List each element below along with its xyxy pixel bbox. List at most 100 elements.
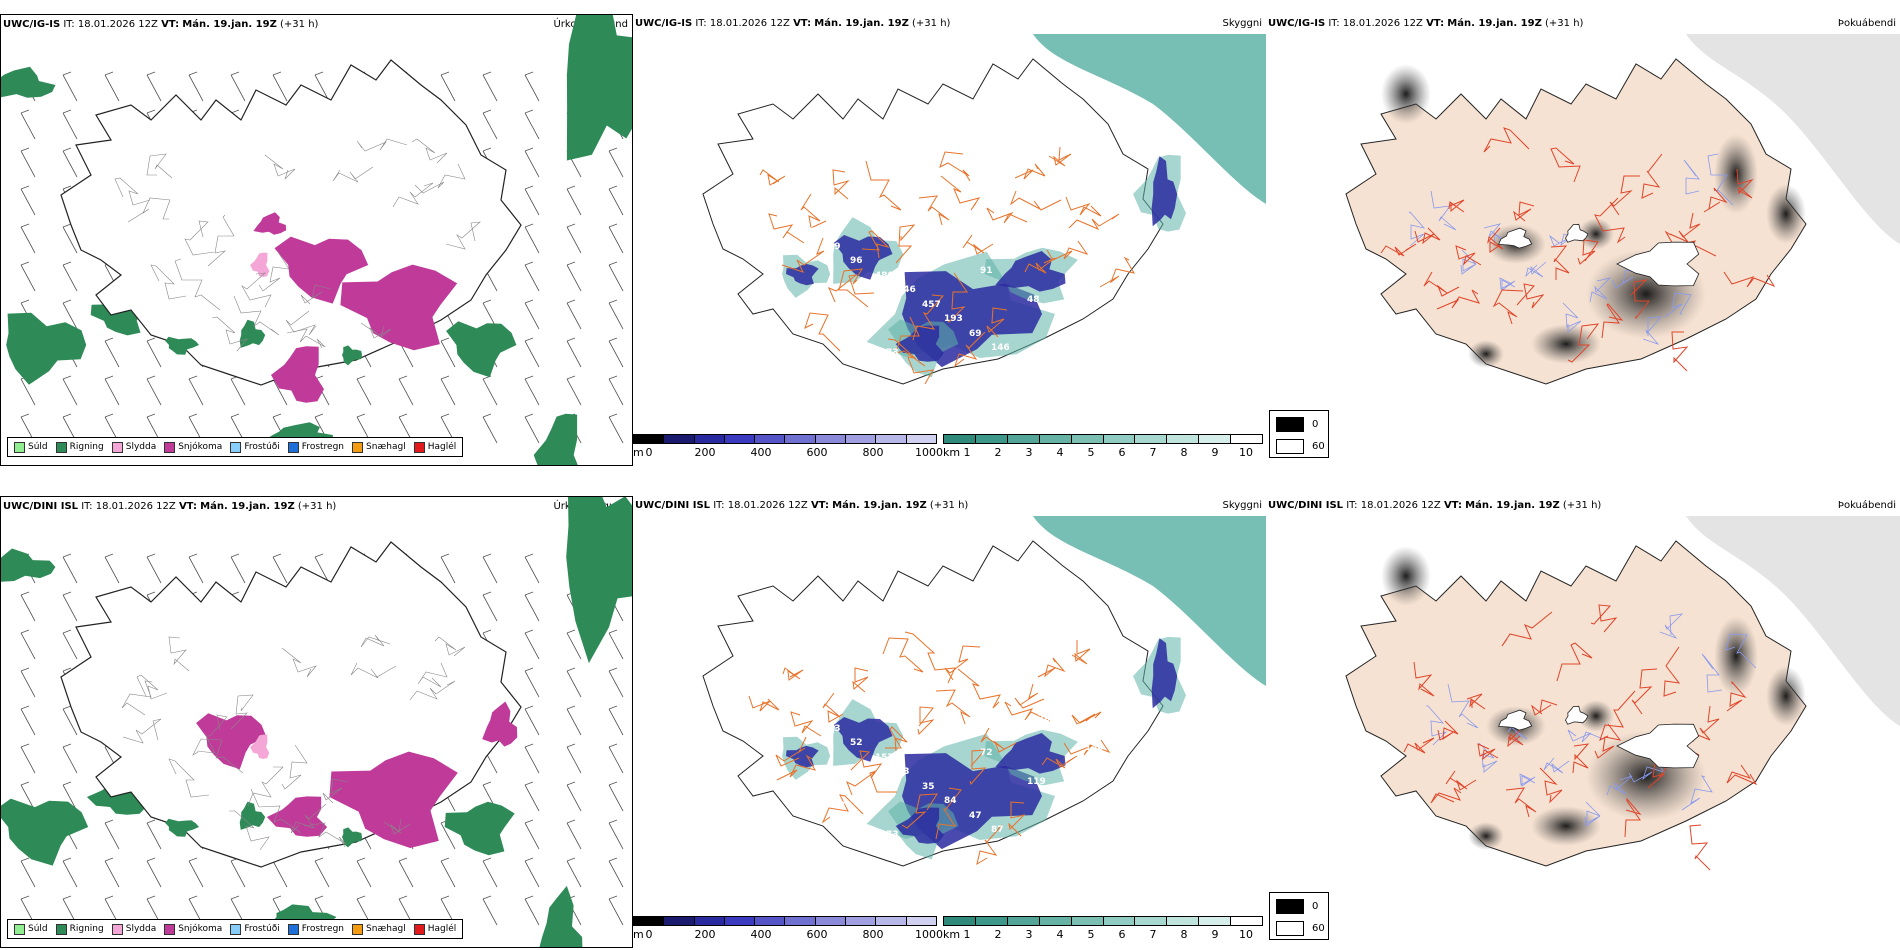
cloud-base-label: 61 [933, 719, 946, 729]
snow-area [274, 236, 369, 304]
fog-area [1381, 546, 1431, 606]
cloudbase-colorbar: m 0 200 400 600 800 1000 [633, 916, 943, 944]
wind-barb [188, 375, 204, 406]
wind-barb [566, 667, 582, 698]
wind-barb [20, 743, 36, 774]
legend-swatch [230, 441, 242, 453]
run-header: UWC/DINI ISL IT: 18.01.2026 12Z VT: Mán.… [3, 501, 337, 512]
legend-item: Haglél [413, 923, 456, 935]
wind-barb [524, 743, 540, 774]
cloud-base-label: 96 [850, 256, 863, 266]
legend-item: Snæhagl [352, 923, 406, 935]
legend-label: Frostregn [301, 442, 345, 452]
wind-barb [608, 667, 624, 698]
wind-barb [62, 857, 78, 888]
cloud-base-label: 72 [1074, 806, 1087, 816]
legend-swatch [164, 441, 176, 453]
wind-barb [566, 261, 582, 292]
wind-barb [482, 375, 498, 406]
legend-label: Rigning [69, 442, 104, 452]
wind-barb [524, 895, 540, 926]
wind-barb [608, 857, 624, 888]
wind-barb [20, 705, 36, 736]
legend-swatch [111, 923, 123, 935]
wind-barb [104, 375, 120, 406]
wind-barb [608, 819, 624, 850]
legend-item: Snjókoma [164, 441, 223, 453]
snow-area [482, 701, 518, 747]
wind-barb [524, 223, 540, 254]
wind-barb [608, 185, 624, 216]
legend-label: Haglél [427, 442, 457, 452]
colorbar-tick: 3 [1025, 928, 1033, 941]
colorbar-unit: km [943, 928, 961, 941]
legend-swatch [55, 923, 67, 935]
wind-barb [524, 819, 540, 850]
legend-label: Snjókoma [178, 924, 223, 934]
wind-barb [62, 71, 78, 102]
wind-barb [440, 337, 456, 368]
cloud-base-label: 86 [839, 801, 852, 811]
legend-label: Súld [28, 924, 48, 934]
colorbar-tick: 10 [1239, 928, 1253, 941]
run-header: UWC/IG-IS IT: 18.01.2026 12Z VT: Mán. 19… [1268, 18, 1584, 29]
wind-barb [524, 375, 540, 406]
low-cloud-area [995, 733, 1066, 774]
wind-barb [608, 705, 624, 736]
fog-legend-swatch [1276, 899, 1304, 914]
wind-barb [440, 857, 456, 888]
colorbar-tick: 600 [806, 446, 828, 459]
cloud-base-label: 611 [817, 787, 836, 797]
wind-barb [524, 591, 540, 622]
wind-barb [440, 375, 456, 406]
wind-barb [524, 705, 540, 736]
legend-label: Slydda [125, 442, 157, 452]
wind-barb [440, 553, 456, 584]
legend-swatch [287, 923, 299, 935]
fog-legend-label: 60 [1312, 441, 1325, 452]
colorbar-tick: 800 [862, 446, 884, 459]
wind-barb [524, 667, 540, 698]
visibility-colorbar: km 1 2 3 4 5 6 7 8 9 10 [943, 434, 1263, 462]
legend-label: Snjókoma [178, 442, 223, 452]
wind-barb [356, 857, 372, 888]
wind-barb [62, 553, 78, 584]
wind-barb [188, 71, 204, 102]
cloud-base-label: 45 [1063, 729, 1076, 739]
rain-area [6, 312, 87, 385]
low-cloud-area [833, 717, 893, 762]
glacier-outline [1616, 723, 1700, 769]
cloud-base-label: 73 [886, 348, 899, 358]
wind-barb [20, 185, 36, 216]
wind-barb [62, 743, 78, 774]
wind-barb [104, 857, 120, 888]
cloud-base-label: 48 [1027, 295, 1040, 305]
cloud-base-label: 457 [922, 300, 941, 310]
wind-barb [230, 857, 246, 888]
legend-item: Snjókoma [164, 923, 223, 935]
fog-area [1531, 324, 1601, 364]
fog-legend: 0 60 [1269, 892, 1329, 940]
cloudbase-colorbar: m 0 200 400 600 800 1000 [633, 434, 943, 462]
legend-item: Frostúði [230, 441, 280, 453]
fog-legend-label: 60 [1312, 923, 1325, 934]
snow-area [329, 751, 458, 848]
fog-area [1531, 806, 1601, 846]
cloud-base-label: 339 [803, 709, 822, 719]
colorbar-tick: 7 [1149, 446, 1157, 459]
wind-barb [566, 819, 582, 850]
wind-barb [524, 185, 540, 216]
colorbar-tick: 3 [1025, 446, 1033, 459]
wind-barb [62, 705, 78, 736]
low-cloud-area [895, 807, 944, 844]
wind-barb [188, 857, 204, 888]
wind-barb [608, 413, 624, 444]
run-header: UWC/IG-IS IT: 18.01.2026 12Z VT: Mán. 19… [635, 18, 951, 29]
rain-area [539, 885, 583, 947]
fog-area [1766, 184, 1806, 244]
cloud-base-label: 166 [1121, 353, 1140, 363]
cloud-base-label: 44 [1016, 840, 1029, 850]
colorbar-tick: 5 [1087, 928, 1095, 941]
fog-area [1714, 134, 1758, 214]
wind-barb [608, 629, 624, 660]
